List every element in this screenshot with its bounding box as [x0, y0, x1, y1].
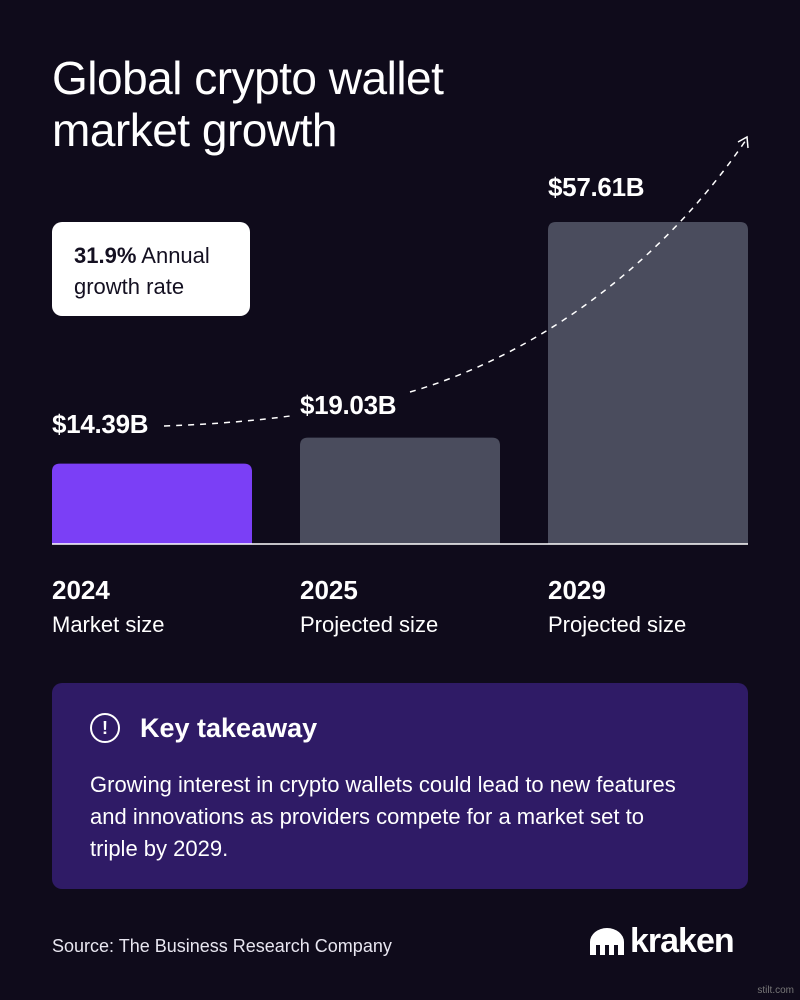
- bar-2025: [300, 437, 500, 544]
- page-title: Global crypto wallet market growth: [52, 52, 652, 156]
- value-label-2025: $19.03B: [300, 390, 397, 420]
- exclamation-circle-icon: !: [90, 713, 120, 743]
- badge-rate: 31.9%: [74, 243, 137, 268]
- logo-wordmark: kraken: [630, 922, 735, 960]
- badge-line-1: 31.9% Annual: [74, 240, 250, 271]
- category-label-2025: 2025: [300, 575, 358, 605]
- category-label-2029: 2029: [548, 575, 606, 605]
- category-sublabel-2025: Projected size: [300, 612, 439, 637]
- kraken-logo-icon: [590, 927, 624, 955]
- kraken-logo: kraken: [588, 922, 735, 961]
- bar-2024: [52, 463, 252, 544]
- category-label-2024: 2024: [52, 575, 110, 605]
- badge-line-1-rest: Annual: [136, 243, 210, 268]
- title-line-2: market growth: [52, 104, 337, 156]
- bar-2029: [548, 222, 748, 544]
- key-takeaway-panel: ! Key takeaway Growing interest in crypt…: [52, 683, 748, 889]
- category-sublabel-2024: Market size: [52, 612, 165, 637]
- trend-arrowhead: [737, 135, 749, 149]
- title-line-1: Global crypto wallet: [52, 52, 444, 104]
- trend-line: [163, 139, 747, 427]
- takeaway-title: Key takeaway: [140, 712, 318, 743]
- bar-chart: [52, 135, 749, 545]
- value-label-2024: $14.39B: [52, 409, 149, 439]
- badge-line-2: growth rate: [74, 274, 185, 299]
- growth-rate-badge: 31.9% Annual growth rate: [52, 222, 250, 316]
- value-label-2029: $57.61B: [548, 172, 645, 202]
- source-note: Source: The Business Research Company: [52, 936, 392, 956]
- watermark: stilt.com: [757, 985, 794, 996]
- category-sublabel-2029: Projected size: [548, 612, 687, 637]
- takeaway-body: Growing interest in crypto wallets could…: [90, 772, 676, 861]
